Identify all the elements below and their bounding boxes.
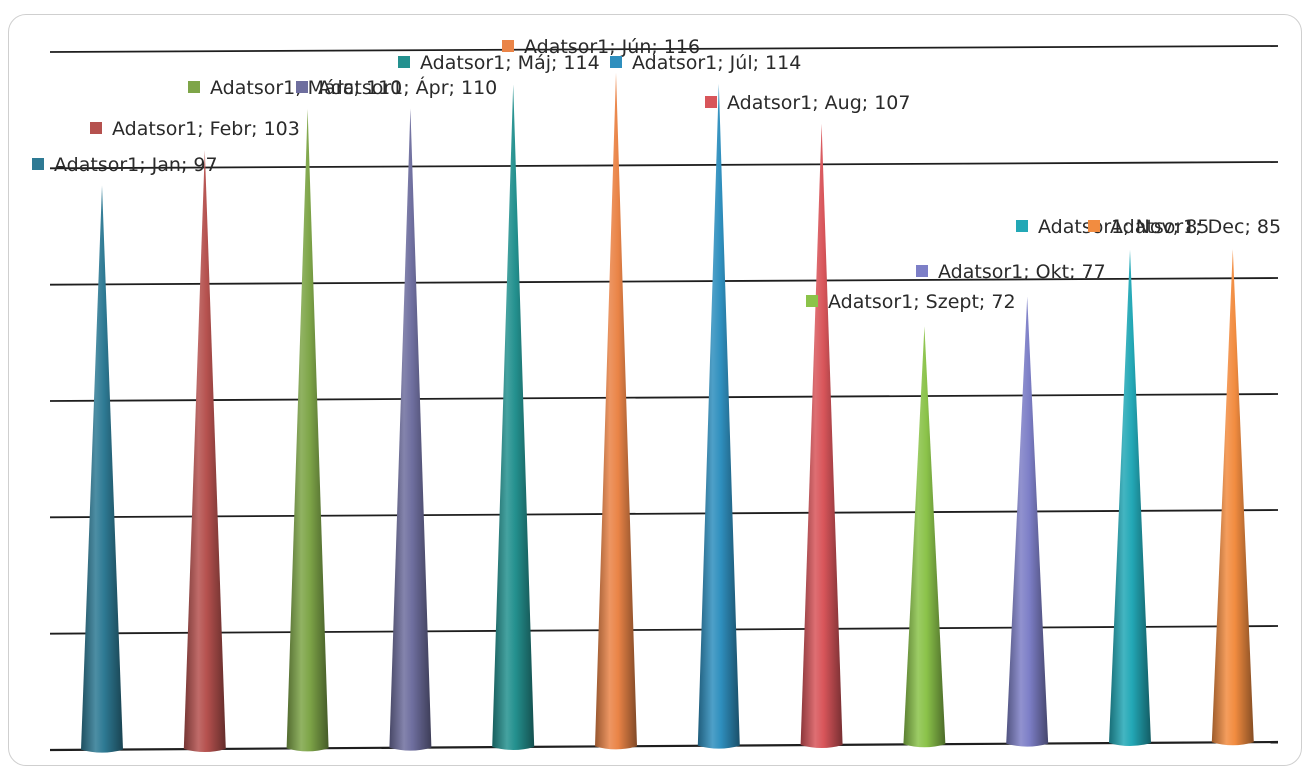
gridline [49, 393, 1279, 402]
data-label-Júl: Adatsor1; Júl; 114 [632, 52, 801, 74]
cone-Okt [1006, 296, 1049, 747]
data-label-Jún: Adatsor1; Jún; 116 [524, 36, 700, 58]
data-label-Dec: Adatsor1; Dec; 85 [1110, 216, 1281, 238]
cone-Jún [595, 72, 637, 750]
data-label-Máj: Adatsor1; Máj; 114 [420, 52, 600, 74]
cone-Márc [286, 108, 329, 752]
cone-Febr [183, 150, 226, 752]
data-label-Ápr: Adatsor1; Ápr; 110 [318, 76, 497, 99]
gridline [49, 277, 1279, 286]
cone-Máj [492, 84, 535, 750]
cone-Júl [697, 83, 740, 749]
data-label-marker [806, 295, 818, 307]
gridline [49, 45, 1279, 53]
cone-Szept [903, 326, 946, 748]
cone-Dec [1211, 249, 1254, 746]
gridline [49, 509, 1279, 519]
data-label-Febr: Adatsor1; Febr; 103 [112, 118, 300, 140]
data-label-Aug: Adatsor1; Aug; 107 [727, 92, 911, 114]
chart-frame [8, 14, 1302, 766]
cone-Aug [800, 123, 843, 748]
data-label-Nov: Adatsor1; Nov; 85 [1038, 216, 1209, 238]
gridlines [49, 45, 1279, 752]
gridline [49, 740, 1279, 752]
data-label-marker [705, 96, 717, 108]
data-label-marker [1016, 220, 1028, 232]
data-label-marker [1088, 220, 1100, 232]
cone-Nov [1109, 249, 1151, 746]
cone-Ápr [389, 108, 432, 751]
data-label-marker [188, 81, 200, 93]
data-label-Jan: Adatsor1; Jan; 97 [54, 154, 218, 176]
cone-Jan [81, 185, 123, 753]
data-label-marker [398, 56, 410, 68]
cone-series [81, 72, 1254, 753]
data-label-marker [610, 56, 622, 68]
gridline [49, 625, 1279, 635]
data-labels: Adatsor1; Jan; 97 Adatsor1; Febr; 103 Adat… [32, 36, 1281, 313]
data-label-marker [296, 81, 308, 93]
data-label-Szept: Adatsor1; Szept; 72 [828, 291, 1016, 313]
data-label-Okt: Adatsor1; Okt; 77 [938, 261, 1106, 283]
data-label-marker [32, 158, 44, 170]
data-label-marker [916, 265, 928, 277]
data-label-marker [502, 40, 514, 52]
gridline [49, 161, 1279, 170]
data-label-marker [90, 122, 102, 134]
